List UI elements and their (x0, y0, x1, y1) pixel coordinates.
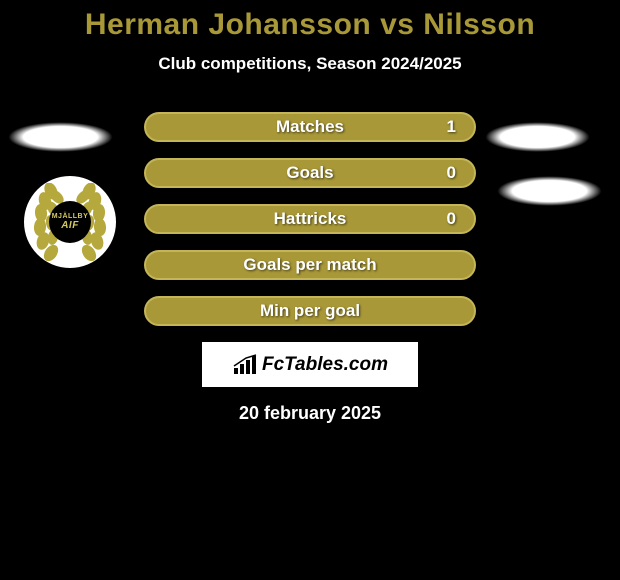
stat-label: Goals (286, 163, 333, 183)
club-badge-inner: MJÄLLBY AIF (31, 183, 109, 261)
brand-text: FcTables.com (262, 354, 388, 376)
stat-value: 0 (447, 209, 456, 229)
brand-box: FcTables.com (202, 342, 418, 387)
stat-label: Goals per match (243, 255, 376, 275)
stat-row-goals-per-match: Goals per match (144, 250, 476, 280)
date-text: 20 february 2025 (0, 403, 620, 424)
club-badge: MJÄLLBY AIF (24, 176, 116, 268)
bar-chart-icon (232, 354, 258, 376)
badge-text-top: MJÄLLBY (52, 213, 89, 220)
comparison-title: Herman Johansson vs Nilsson (0, 8, 620, 42)
badge-text-bottom: AIF (61, 220, 79, 231)
player-avatar-placeholder-right-1 (485, 122, 590, 152)
stat-value: 0 (447, 163, 456, 183)
stat-label: Hattricks (274, 209, 347, 229)
badge-center: MJÄLLBY AIF (49, 201, 91, 243)
stat-row-min-per-goal: Min per goal (144, 296, 476, 326)
stat-label: Min per goal (260, 301, 360, 321)
stat-row-hattricks: Hattricks 0 (144, 204, 476, 234)
stat-value: 1 (447, 117, 456, 137)
player-avatar-placeholder-left (8, 122, 113, 152)
stat-row-matches: Matches 1 (144, 112, 476, 142)
comparison-subtitle: Club competitions, Season 2024/2025 (0, 54, 620, 74)
stat-row-goals: Goals 0 (144, 158, 476, 188)
stats-area: Matches 1 Goals 0 Hattricks 0 Goals per … (0, 112, 620, 424)
player-avatar-placeholder-right-2 (497, 176, 602, 206)
stat-label: Matches (276, 117, 344, 137)
